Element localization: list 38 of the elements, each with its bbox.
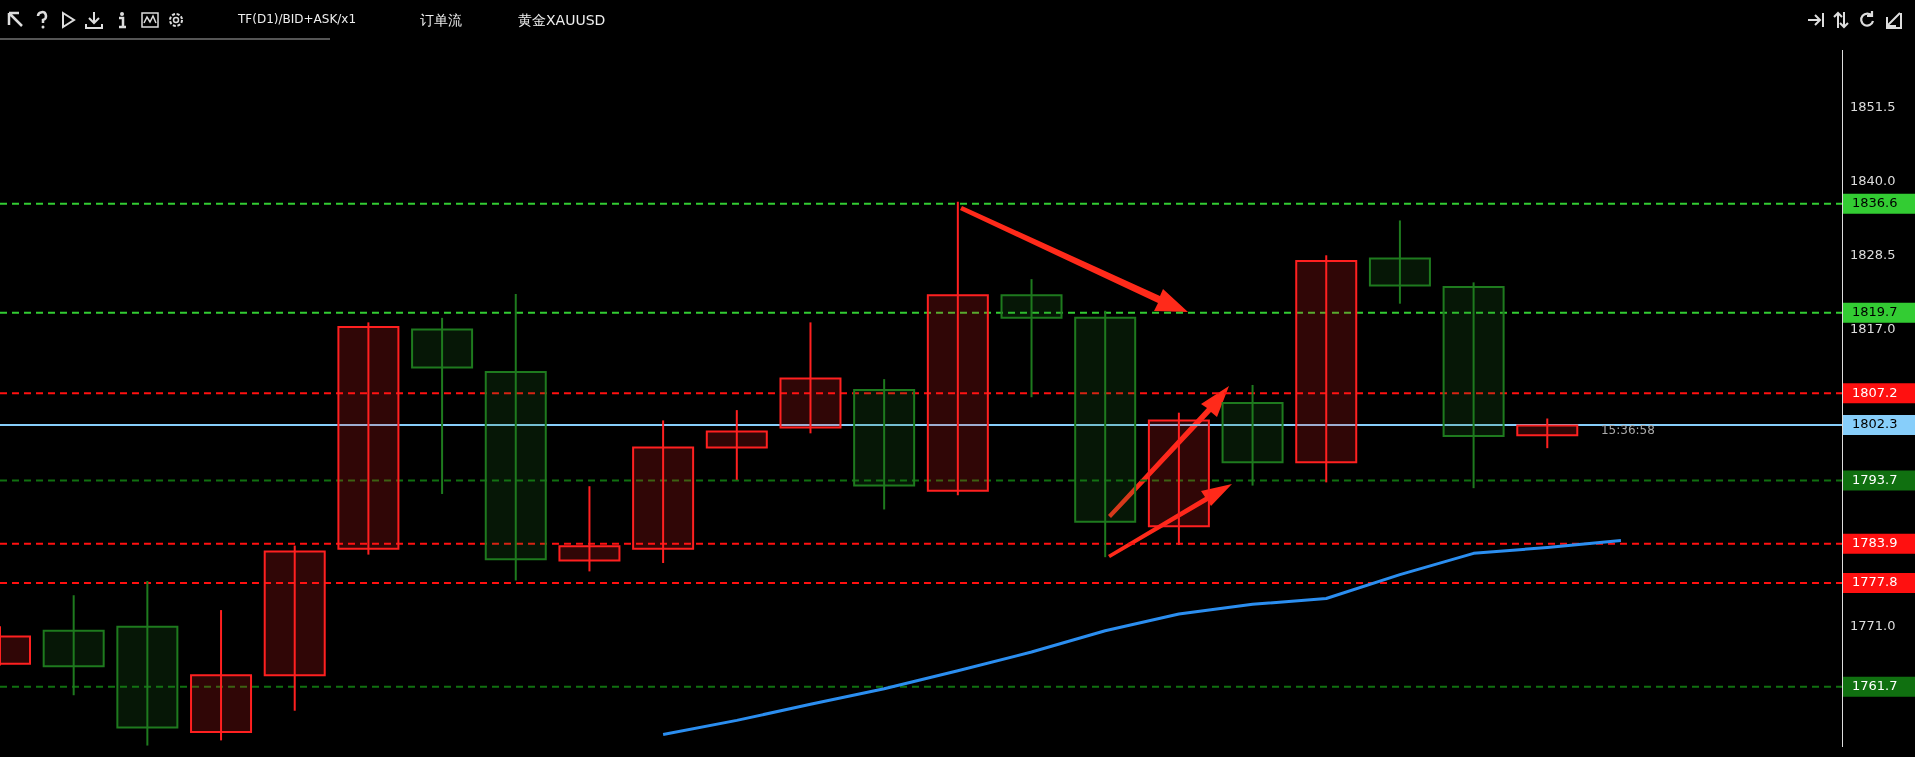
candlestick: [411, 316, 474, 495]
candlestick: [116, 580, 179, 747]
candlestick: [1295, 254, 1358, 484]
y-tick-label: 1771.0: [1850, 618, 1896, 634]
ref-line-label: 1836.6: [1852, 195, 1898, 211]
candlestick: [705, 409, 768, 481]
y-tick-label: 1817.0: [1850, 321, 1896, 337]
ref-line-label: 1783.9: [1852, 535, 1898, 551]
candlestick: [1221, 383, 1284, 487]
candlestick: [1147, 411, 1210, 546]
candlestick: [1368, 219, 1431, 305]
candlestick: [1074, 309, 1137, 559]
candlestick: [484, 293, 547, 582]
candlestick: [632, 419, 695, 564]
candlestick: [779, 321, 842, 435]
y-tick-label: 1840.0: [1850, 173, 1896, 189]
ref-line-label: 1807.2: [1852, 384, 1898, 400]
candlestick: [1516, 417, 1579, 450]
candlestick: [190, 609, 253, 742]
text: TF(D1)/BID+ASK/x1: [238, 12, 357, 26]
ref-line-label: 1777.8: [1852, 574, 1898, 590]
candlestick: [337, 321, 400, 556]
ref-line-label: 1802.3: [1852, 416, 1898, 432]
candlestick: [1442, 281, 1505, 490]
candlestick: [263, 544, 326, 712]
ref-line-label: 1793.7: [1852, 471, 1898, 487]
candlestick: [42, 594, 105, 697]
candlestick: [1000, 278, 1063, 399]
y-tick-label: 1828.5: [1850, 247, 1896, 263]
candlestick: [853, 378, 916, 511]
chart-title: 黄金XAUUSD: [518, 12, 606, 30]
candlestick: [926, 200, 989, 497]
y-tick-label: 1851.5: [1850, 98, 1896, 114]
chart-subtitle: 订单流: [420, 12, 462, 30]
ref-line-label: 1819.7: [1852, 304, 1898, 320]
annotation: 15:36:58: [1600, 423, 1655, 438]
ref-line-label: 1761.7: [1852, 678, 1898, 694]
candlestick: [558, 485, 621, 573]
